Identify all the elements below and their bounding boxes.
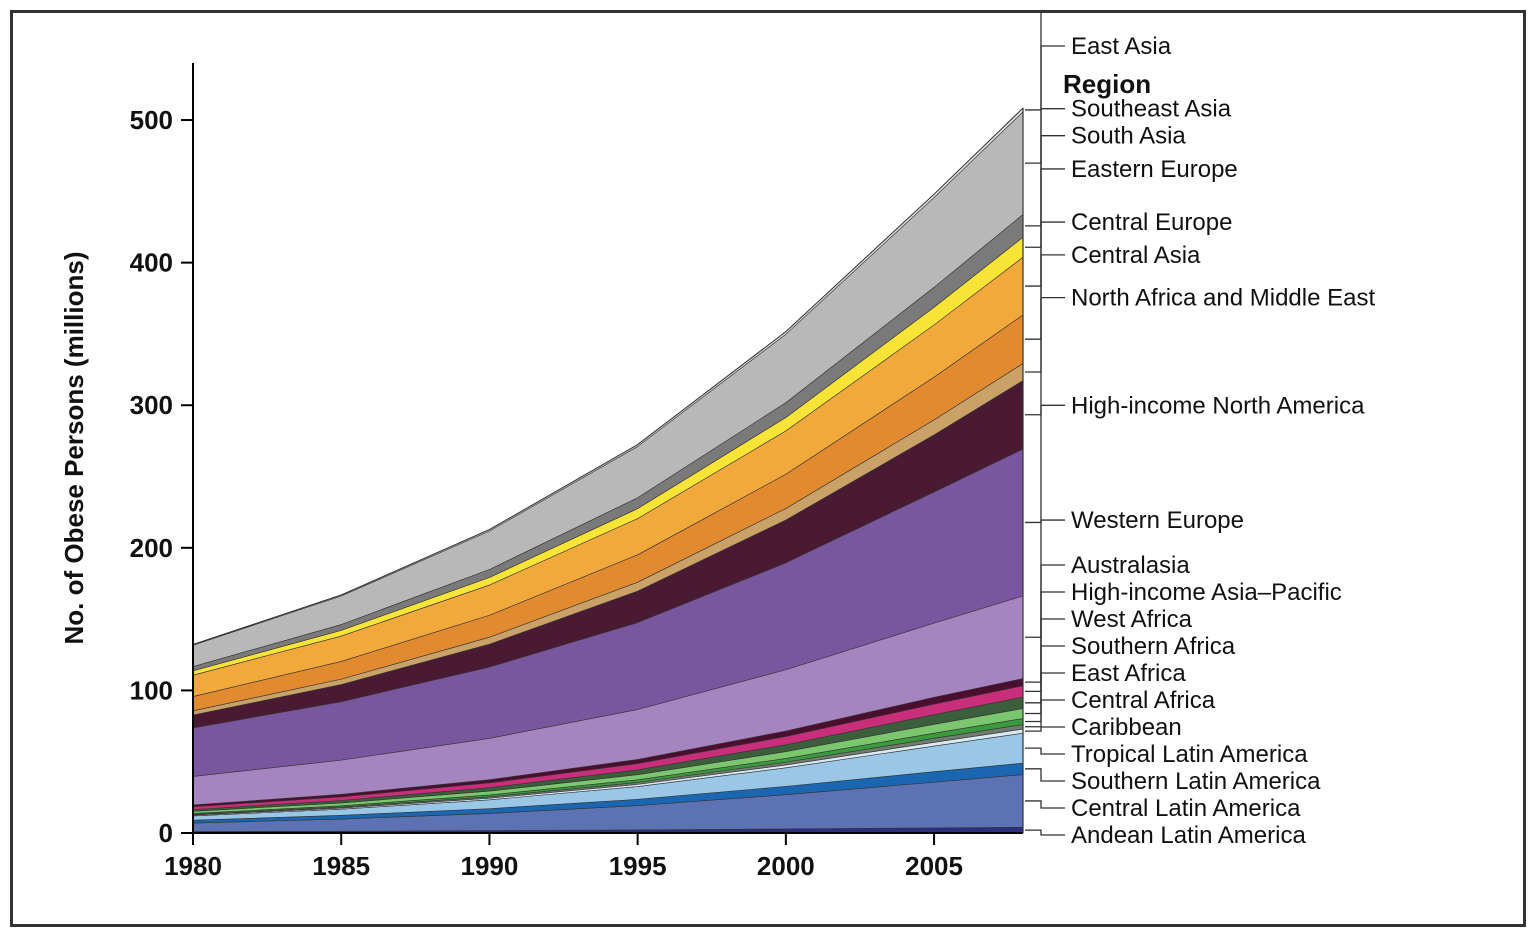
- legend-item-label: West Africa: [1071, 606, 1193, 633]
- x-tick-label: 2005: [905, 851, 963, 881]
- y-tick-label: 500: [130, 105, 173, 135]
- x-tick-label: 1980: [164, 851, 222, 881]
- legend-leader: [1025, 13, 1065, 110]
- legend-leader: [1025, 748, 1065, 754]
- y-tick-label: 300: [130, 390, 173, 420]
- legend-leader: [1025, 727, 1065, 731]
- legend-leader: [1025, 222, 1065, 339]
- legend-item-label: Central Africa: [1071, 687, 1216, 714]
- legend-leader: [1025, 673, 1065, 721]
- legend: RegionOceaniaEast AsiaSoutheast AsiaSout…: [1025, 13, 1375, 849]
- legend-leader: [1025, 405, 1065, 522]
- legend-leader: [1025, 136, 1065, 248]
- x-tick-label: 1985: [312, 851, 370, 881]
- legend-item-label: Southern Africa: [1071, 633, 1236, 660]
- legend-item-label: Central Asia: [1071, 242, 1201, 269]
- x-tick-label: 2000: [757, 851, 815, 881]
- outer-frame: 1980 1985 1990 1995 2000 2005 0 100 200 300 400 500…: [10, 10, 1526, 927]
- legend-item-label: Southeast Asia: [1071, 96, 1232, 123]
- legend-item-label: East Asia: [1071, 33, 1172, 60]
- legend-leader: [1025, 169, 1065, 286]
- legend-leader: [1025, 565, 1065, 682]
- y-tick-label: 200: [130, 533, 173, 563]
- stacked-area-chart: 1980 1985 1990 1995 2000 2005 0 100 200 300 400 500…: [13, 13, 1523, 924]
- legend-item-label: Western Europe: [1071, 507, 1244, 534]
- legend-item-label: Central Europe: [1071, 209, 1232, 236]
- y-axis-label: No. of Obese Persons (millions): [59, 252, 89, 645]
- legend-item-label: High-income North America: [1071, 392, 1365, 419]
- legend-item-label: Caribbean: [1071, 714, 1182, 741]
- legend-leader: [1025, 46, 1065, 163]
- y-tick-label: 0: [159, 818, 173, 848]
- legend-item-label: Central Latin America: [1071, 795, 1301, 822]
- legend-leader: [1025, 592, 1065, 691]
- legend-leader: [1025, 619, 1065, 703]
- legend-item-label: High-income Asia–Pacific: [1071, 579, 1342, 606]
- legend-leader: [1025, 109, 1065, 226]
- y-tick-label: 400: [130, 248, 173, 278]
- legend-item-label: Southern Latin America: [1071, 768, 1321, 795]
- legend-item-label: South Asia: [1071, 123, 1186, 150]
- x-tick-label: 1990: [461, 851, 519, 881]
- stacked-areas: [193, 108, 1023, 833]
- y-tick-label: 100: [130, 675, 173, 705]
- legend-leader: [1025, 801, 1065, 808]
- legend-leader: [1025, 255, 1065, 372]
- legend-title: Region: [1063, 69, 1151, 99]
- legend-item-label: East Africa: [1071, 660, 1186, 687]
- legend-item-label: Australasia: [1071, 552, 1190, 579]
- legend-item-label: Tropical Latin America: [1071, 741, 1308, 768]
- legend-item-label: Andean Latin America: [1071, 822, 1306, 849]
- x-tick-label: 1995: [609, 851, 667, 881]
- legend-leader: [1025, 769, 1065, 781]
- legend-leader: [1025, 830, 1065, 835]
- legend-item-label: Eastern Europe: [1071, 156, 1238, 183]
- legend-item-label: North Africa and Middle East: [1071, 285, 1375, 312]
- legend-leader: [1025, 298, 1065, 415]
